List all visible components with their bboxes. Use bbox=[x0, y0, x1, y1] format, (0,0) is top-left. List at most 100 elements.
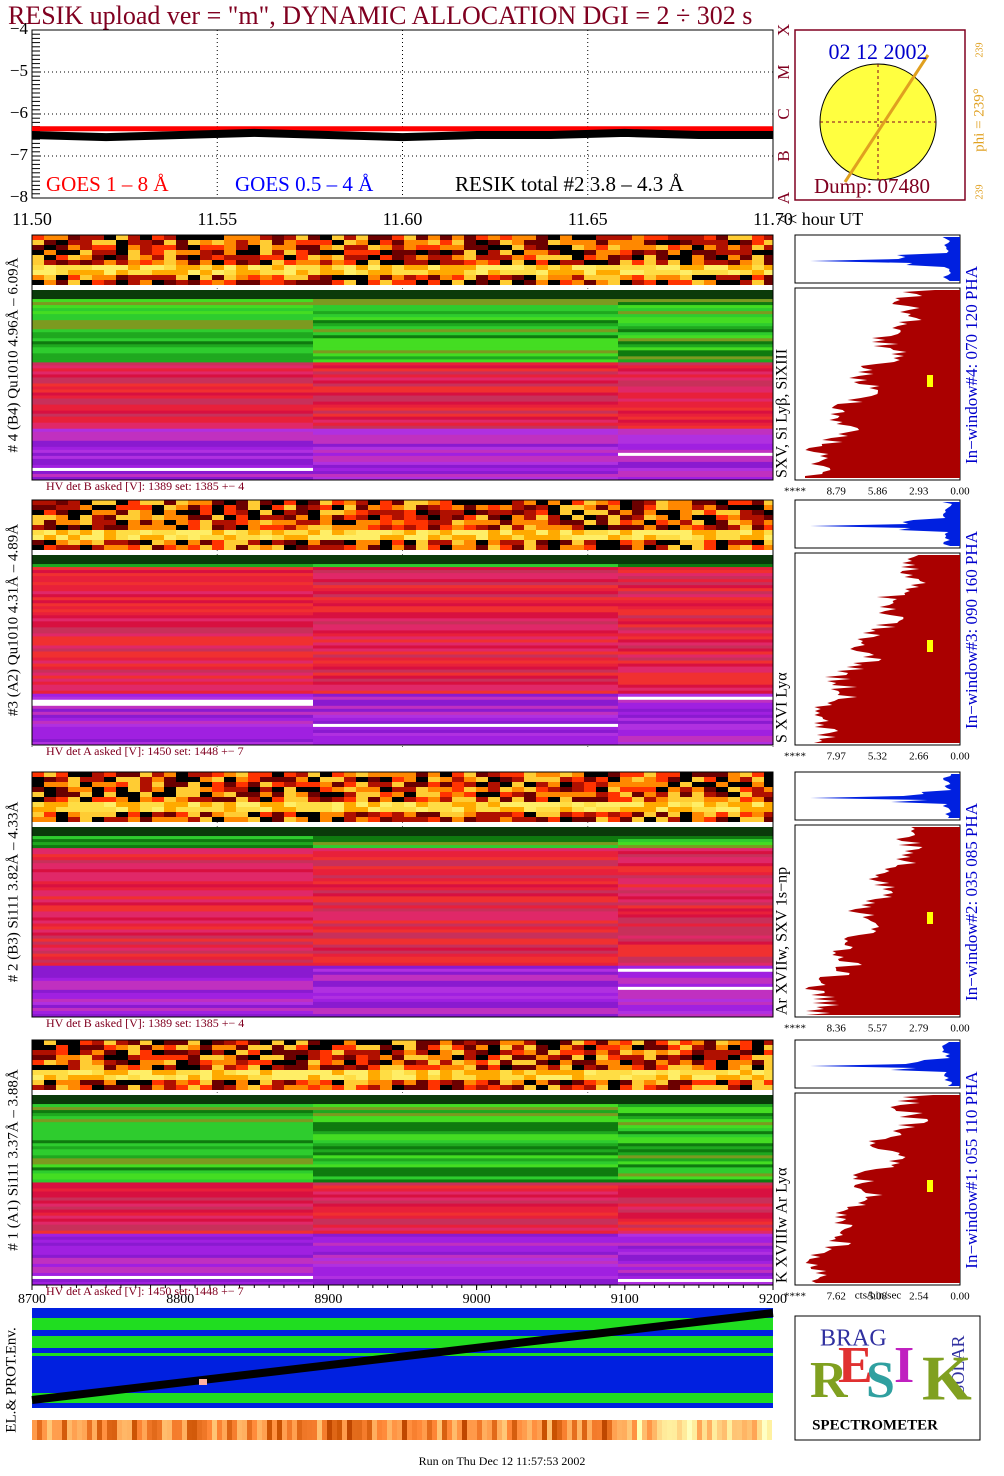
strip-cell bbox=[488, 510, 500, 515]
strip-cell bbox=[548, 1070, 560, 1075]
strip-cell bbox=[500, 1040, 512, 1045]
goes-class: X bbox=[774, 24, 793, 36]
spectrogram-row bbox=[32, 899, 313, 903]
strip-cell bbox=[188, 1070, 200, 1075]
strip-cell bbox=[356, 1075, 368, 1080]
strip-cell bbox=[608, 1070, 620, 1075]
spectrogram-row bbox=[618, 612, 773, 616]
strip-cell bbox=[704, 510, 716, 515]
spectrogram-row bbox=[618, 1209, 773, 1214]
spectrogram-row bbox=[313, 1158, 618, 1162]
strip-cell bbox=[716, 807, 728, 812]
spectrogram-row bbox=[313, 323, 618, 327]
env-strip bbox=[312, 1420, 317, 1440]
strip-cell bbox=[272, 530, 284, 535]
spectrogram-row bbox=[32, 968, 313, 973]
strip-cell bbox=[104, 500, 116, 505]
strip-cell bbox=[332, 270, 344, 275]
strip-cell bbox=[44, 535, 56, 540]
spectrogram-row bbox=[618, 606, 773, 610]
strip-cell bbox=[236, 515, 248, 520]
strip-cell bbox=[296, 505, 308, 510]
env-strip bbox=[647, 1420, 652, 1440]
strip-cell bbox=[500, 245, 512, 250]
strip-cell bbox=[296, 240, 308, 245]
spectrogram-row bbox=[313, 923, 618, 927]
strip-cell bbox=[728, 505, 740, 510]
strip-cell bbox=[560, 1085, 572, 1090]
spectrogram-row bbox=[313, 995, 618, 1000]
strip-cell bbox=[92, 510, 104, 515]
spectrogram-row bbox=[32, 1248, 313, 1253]
spectrogram-row bbox=[313, 905, 618, 909]
spectrogram-row bbox=[313, 1242, 618, 1247]
strip-cell bbox=[656, 250, 668, 255]
spectrogram-row bbox=[313, 639, 618, 643]
strip-cell bbox=[272, 1065, 284, 1070]
spectrogram-row bbox=[618, 1236, 773, 1241]
strip-cell bbox=[272, 1045, 284, 1050]
strip-cell bbox=[632, 1075, 644, 1080]
strip-cell bbox=[404, 525, 416, 530]
strip-cell bbox=[140, 535, 152, 540]
spectrogram-row bbox=[32, 1167, 313, 1171]
strip-cell bbox=[188, 520, 200, 525]
strip-cell bbox=[248, 505, 260, 510]
strip-cell bbox=[224, 772, 236, 777]
spectrogram-row bbox=[313, 926, 618, 930]
strip-cell bbox=[224, 535, 236, 540]
strip-cell bbox=[764, 245, 773, 250]
strip-cell bbox=[152, 792, 164, 797]
strip-cell bbox=[248, 817, 260, 822]
spectrogram-row bbox=[313, 1251, 618, 1256]
spectrogram-row bbox=[618, 693, 773, 698]
spectrogram-row bbox=[32, 732, 313, 737]
strip-cell bbox=[284, 777, 296, 782]
strip-cell bbox=[548, 1075, 560, 1080]
strip-cell bbox=[56, 792, 68, 797]
strip-cell bbox=[392, 1055, 404, 1060]
strip-cell bbox=[512, 772, 524, 777]
strip-cell bbox=[512, 245, 524, 250]
env-strip bbox=[247, 1420, 252, 1440]
strip-cell bbox=[236, 525, 248, 530]
strip-cell bbox=[236, 275, 248, 280]
strip-cell bbox=[296, 787, 308, 792]
strip-cell bbox=[704, 235, 716, 240]
strip-cell bbox=[272, 797, 284, 802]
spectrogram-row bbox=[618, 1185, 773, 1189]
spectrogram-row bbox=[32, 615, 313, 619]
strip-cell bbox=[32, 782, 44, 787]
spectrogram-row bbox=[313, 371, 618, 375]
strip-cell bbox=[536, 1070, 548, 1075]
strip-cell bbox=[500, 1075, 512, 1080]
strip-cell bbox=[464, 250, 476, 255]
strip-cell bbox=[92, 250, 104, 255]
spectrogram-row bbox=[313, 726, 618, 731]
env-strip bbox=[612, 1420, 617, 1440]
strip-cell bbox=[452, 245, 464, 250]
strip-cell bbox=[476, 545, 488, 550]
spectrogram-row bbox=[313, 624, 618, 628]
sun-date: 02 12 2002 bbox=[829, 39, 928, 64]
spectrogram-row bbox=[618, 1001, 773, 1006]
strip-cell bbox=[716, 275, 728, 280]
strip-cell bbox=[560, 807, 572, 812]
spectrogram-row bbox=[313, 455, 618, 460]
env-strip bbox=[552, 1420, 557, 1440]
spectrogram-row bbox=[618, 947, 773, 952]
strip-cell bbox=[716, 1060, 728, 1065]
strip-cell bbox=[416, 1040, 428, 1045]
strip-cell bbox=[740, 510, 752, 515]
spectrogram-row bbox=[618, 1101, 773, 1105]
strip-cell bbox=[416, 1060, 428, 1065]
hv-label: HV det A asked [V]: 1450 set: 1448 +− 7 bbox=[46, 744, 244, 758]
strip-cell bbox=[752, 530, 764, 535]
strip-cell bbox=[584, 802, 596, 807]
strip-cell bbox=[572, 515, 584, 520]
strip-cell bbox=[152, 525, 164, 530]
strip-cell bbox=[128, 275, 140, 280]
strip-cell bbox=[764, 520, 773, 525]
spectrogram-row bbox=[618, 992, 773, 997]
strip-cell bbox=[356, 515, 368, 520]
